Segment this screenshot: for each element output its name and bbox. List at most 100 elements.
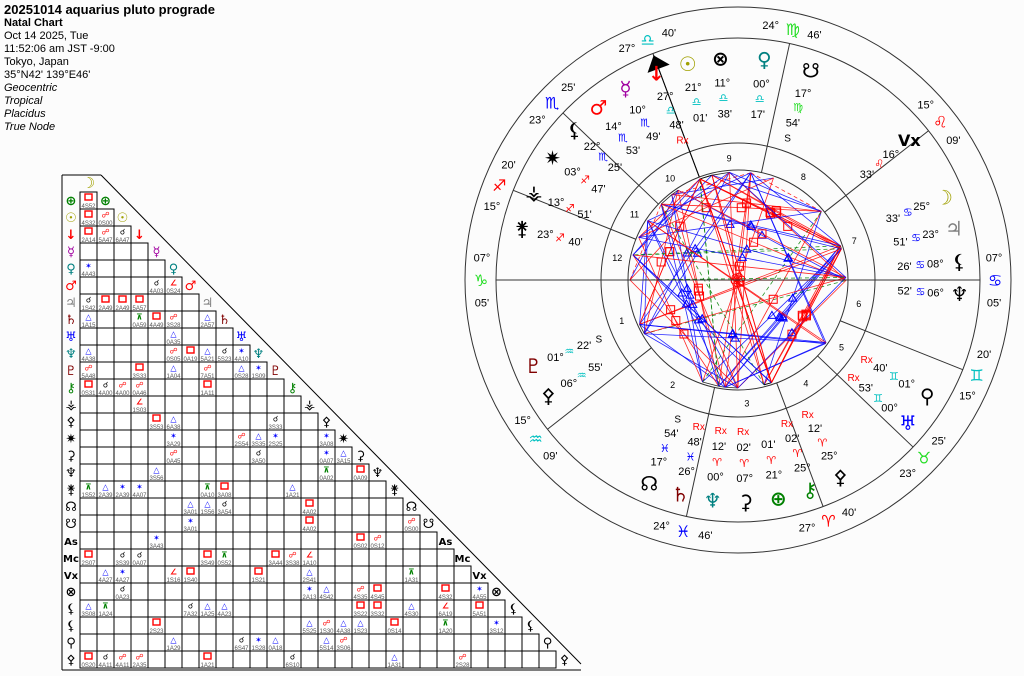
grid-sun-icon: ☉︎: [117, 211, 129, 226]
grid-cell: [147, 582, 166, 601]
grid-venus-icon: ♀︎: [169, 262, 179, 277]
grid-cell: [181, 531, 200, 550]
grid-aspect-icon: ⊼: [323, 466, 330, 475]
grid-vesta-icon: ⚶︎: [65, 398, 76, 413]
aspect-grid: ☽︎ ⊕︎ ⊕︎ ☉︎ ☉︎ ↓︎ ↓︎ ☿︎ ☿︎ ♀︎ ♀︎ ♂︎ ♂︎ ♃︎ ♃︎ ♄︎ ♄︎ ♅︎ ♅︎ ♆︎…: [61, 174, 582, 671]
house-cusp-line-11: [562, 112, 659, 205]
grid-square-icon: [186, 346, 195, 354]
grid-cell: [470, 616, 489, 635]
grid-cell: [215, 412, 234, 431]
uranus-degree: 00°: [881, 402, 898, 414]
option-zodiac-center: Geocentric: [4, 82, 58, 94]
grid-cell: [453, 582, 472, 601]
grid-pluto-icon: ♇︎: [270, 364, 282, 379]
grid-cell: [232, 446, 251, 465]
aspect-line: [677, 189, 847, 281]
grid-cell: [385, 531, 404, 550]
cusp-sign-icon: ♓︎: [676, 522, 690, 541]
house-cusp-line-12: [513, 189, 637, 240]
grid-aspect-orb: 0S28: [235, 373, 249, 380]
grid-aspect-icon: ☌: [103, 653, 108, 662]
grid-cell: [113, 361, 132, 380]
mercury-icon: ☿︎: [619, 77, 631, 101]
grid-cell: [113, 412, 132, 431]
grid-cell: [283, 514, 302, 533]
chart-place: Tokyo, Japan: [4, 56, 69, 68]
aspect-line: [629, 172, 730, 281]
grid-aspect-orb: 3S28: [167, 322, 181, 329]
aspect-line: [660, 203, 739, 389]
vertex-icon: Vx: [898, 131, 921, 150]
grid-cell: [96, 327, 115, 346]
mercury-degree: 10°: [629, 104, 646, 116]
aspect-line: [638, 237, 703, 383]
grid-aspect-orb: 3S32: [371, 611, 385, 618]
jupiter-icon: ♃︎: [945, 217, 963, 241]
grid-cell: [283, 497, 302, 516]
chiron-motion-flag: Rx: [781, 419, 793, 430]
grid-aspect-icon: △: [408, 602, 415, 611]
grid-cell: [181, 548, 200, 567]
aspect-line: [671, 194, 703, 383]
grid-cell: [334, 582, 353, 601]
grid-aspect-icon: △: [204, 500, 211, 509]
aspect-line: [750, 172, 822, 212]
venus-sign-icon: ♎︎: [755, 92, 765, 105]
grid-aspect-orb: 3A44: [269, 560, 283, 567]
grid-cell: [130, 327, 149, 346]
grid-cell: [300, 531, 319, 550]
vesta-degree: 13°: [548, 197, 565, 209]
grid-vertex-icon: Vx: [472, 571, 487, 582]
chart-type: Natal Chart: [4, 17, 63, 29]
dark-moon-minutes: 26': [897, 261, 911, 273]
grid-cell: [181, 378, 200, 397]
grid-cell: [283, 395, 302, 414]
grid-square-icon: [220, 482, 229, 490]
grid-aspect-orb: 1S21: [252, 577, 266, 584]
grid-cell: [317, 497, 336, 516]
grid-midheaven-icon: Mc: [455, 554, 471, 565]
key-point-minutes: 12': [808, 423, 822, 435]
grid-aspect-orb: 6A19: [439, 611, 453, 618]
aspect-line: [771, 248, 842, 383]
aspect-line: [638, 178, 701, 238]
grid-aspect-icon: △: [170, 415, 177, 424]
grid-aspect-icon: ☍: [118, 653, 126, 662]
grid-aspect-orb: 2A57: [201, 322, 215, 329]
grid-aspect-icon: ⊼: [442, 619, 449, 628]
grid-cell: [283, 565, 302, 584]
grid-mercury-icon: ☿︎: [153, 245, 161, 260]
grid-sickle-point-icon: ⚲︎: [66, 636, 76, 651]
sun-minutes: 01': [693, 112, 707, 124]
grid-aspect-icon: △: [323, 636, 330, 645]
grid-aspect-orb: 0A35: [167, 339, 181, 346]
grid-cell: [164, 531, 183, 550]
grid-cell: [130, 446, 149, 465]
mars-degree: 14°: [605, 121, 622, 133]
arrow-point-motion-flag: Rx: [676, 136, 688, 147]
grid-aspect-orb: 3A08: [218, 492, 232, 499]
vesta-icon: ⚶︎: [525, 180, 542, 204]
grid-cell: [368, 497, 387, 516]
grid-cell: [215, 429, 234, 448]
grid-star-point-icon: ✷︎: [338, 432, 349, 447]
grid-cell: [351, 633, 370, 652]
cusp-minutes: 25': [561, 82, 575, 94]
grid-aspect-orb: 4A00: [99, 390, 113, 397]
grid-cell: [266, 395, 285, 414]
trine-aspect-marker: [767, 310, 777, 319]
grid-cell: [130, 633, 149, 652]
aspect-line: [644, 333, 827, 343]
grid-cell: [266, 582, 285, 601]
grid-aspect-icon: ☌: [154, 279, 159, 288]
grid-cell: [419, 633, 438, 652]
south-node-degree: 17°: [795, 88, 812, 100]
grid-cell: [351, 497, 370, 516]
grid-cell: [266, 378, 285, 397]
grid-square-icon: [101, 295, 110, 303]
cusp-minutes: 09': [543, 451, 557, 463]
grid-cell: [79, 616, 98, 635]
grid-square-icon: [203, 380, 212, 388]
grid-cell: [79, 446, 98, 465]
grid-aspect-orb: 0S00: [99, 220, 113, 227]
